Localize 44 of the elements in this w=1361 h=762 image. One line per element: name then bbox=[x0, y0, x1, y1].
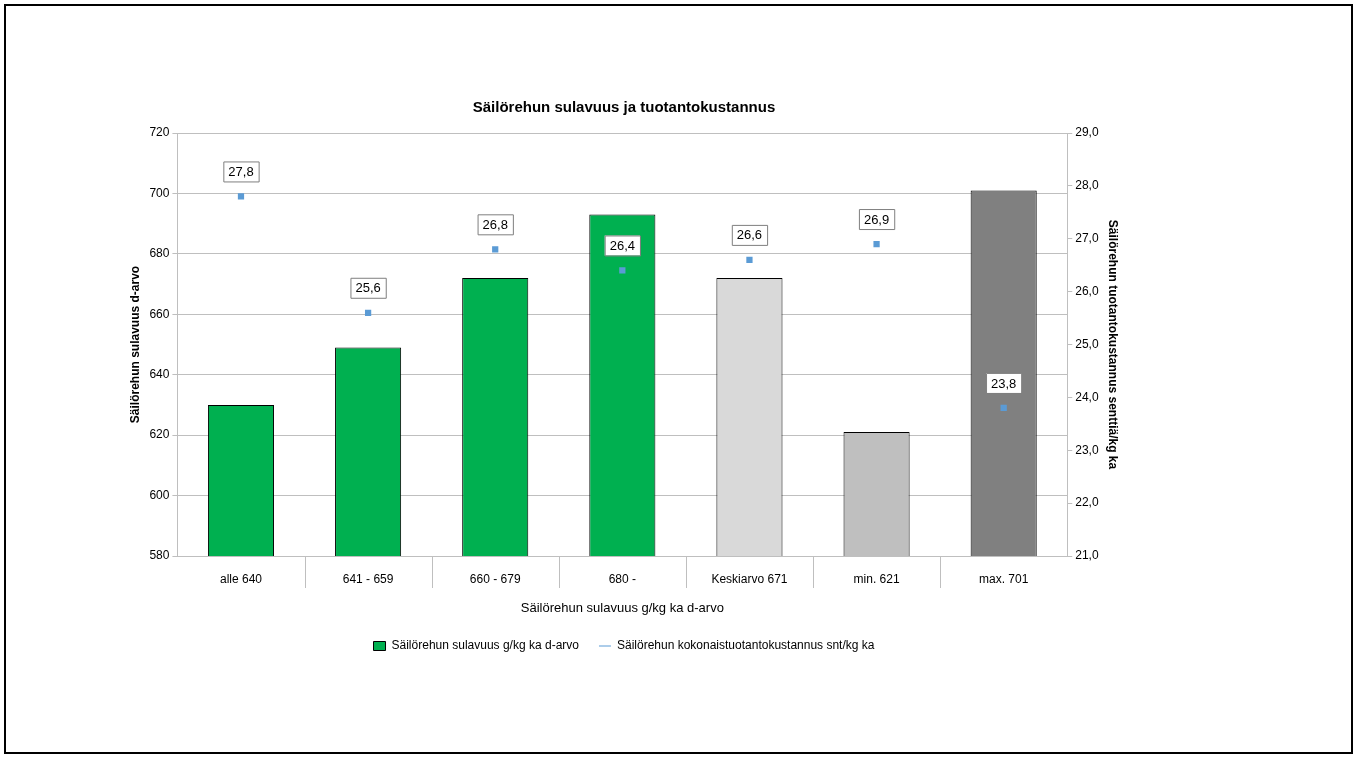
point bbox=[364, 309, 372, 316]
data-label: 26,8 bbox=[482, 216, 508, 232]
data-label: 26,4 bbox=[609, 238, 635, 254]
y-tick-label: 620 bbox=[149, 427, 170, 442]
data-label: 27,8 bbox=[228, 164, 254, 180]
data-label: 23,8 bbox=[991, 375, 1017, 391]
y-tick-label: 720 bbox=[149, 125, 170, 140]
y2-tick-label: 21,0 bbox=[1075, 548, 1099, 563]
y2-tick-label: 26,0 bbox=[1075, 283, 1099, 298]
point bbox=[237, 193, 245, 200]
x-tick-label: min. 621 bbox=[853, 571, 900, 586]
legend-label: Säilörehun sulavuus g/kg ka d-arvo bbox=[391, 638, 580, 653]
data-label: 25,6 bbox=[355, 280, 381, 296]
point bbox=[746, 256, 753, 264]
y2-tick-label: 28,0 bbox=[1075, 178, 1099, 193]
y2-tick-label: 24,0 bbox=[1075, 389, 1099, 404]
x-tick-label: max. 701 bbox=[979, 571, 1029, 586]
y-axis-title: Säilörehun sulavuus d-arvo bbox=[127, 265, 142, 424]
point bbox=[873, 240, 880, 248]
x-tick-label: Keskiarvo 671 bbox=[711, 571, 788, 586]
y2-tick-label: 25,0 bbox=[1075, 336, 1099, 351]
x-tick-label: alle 640 bbox=[219, 571, 263, 586]
data-label: 26,9 bbox=[863, 211, 890, 227]
point bbox=[492, 246, 499, 253]
y-tick-label: 680 bbox=[149, 246, 170, 261]
x-tick-label: 641 - 659 bbox=[342, 571, 394, 586]
y2-tick-label: 22,0 bbox=[1075, 495, 1099, 510]
y2-tick-label: 27,0 bbox=[1075, 231, 1099, 246]
point bbox=[619, 267, 626, 274]
y-tick-label: 640 bbox=[149, 367, 170, 382]
x-tick-label: 660 - 679 bbox=[469, 571, 521, 586]
y-tick-label: 700 bbox=[149, 185, 170, 200]
x-tick-label: 680 - bbox=[608, 571, 637, 586]
y2-tick-label: 23,0 bbox=[1075, 442, 1099, 457]
x-axis-title: Säilörehun sulavuus g/kg ka d-arvo bbox=[520, 599, 724, 615]
y-tick-label: 660 bbox=[149, 306, 170, 321]
y2-tick-label: 29,0 bbox=[1075, 125, 1099, 140]
y2-axis-title: Säilörehun tuotantokustannus senttiä/kg ka bbox=[1106, 219, 1121, 470]
y-tick-label: 580 bbox=[149, 548, 170, 563]
legend-label: Säilörehun kokonaistuotantokustannus snt/kg ka bbox=[616, 638, 875, 653]
point bbox=[1000, 404, 1007, 412]
chart-title: Säilörehun sulavuus ja tuotantokustannus bbox=[472, 98, 776, 116]
y-tick-label: 600 bbox=[149, 487, 170, 502]
data-label: 26,6 bbox=[736, 227, 763, 243]
